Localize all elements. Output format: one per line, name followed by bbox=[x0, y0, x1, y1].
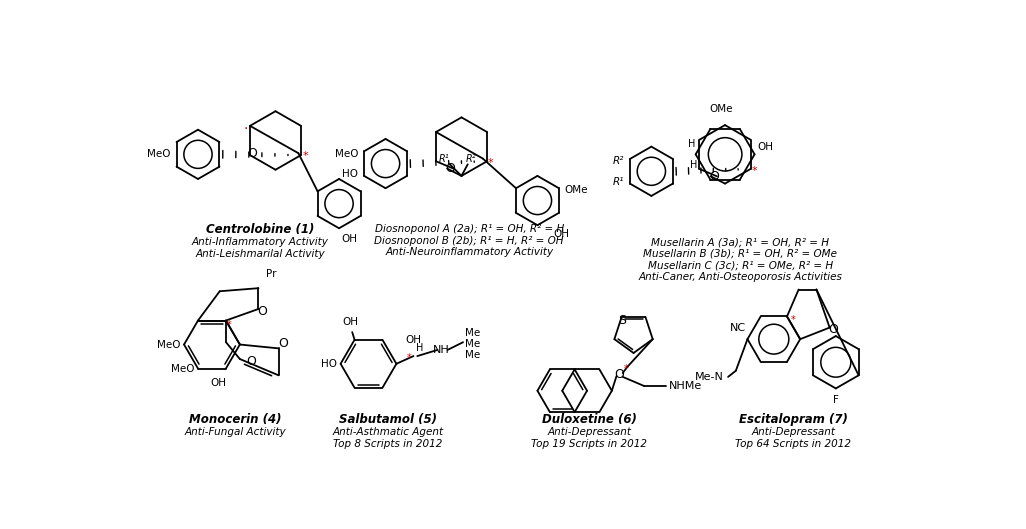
Text: OH: OH bbox=[553, 229, 569, 239]
Text: OH: OH bbox=[342, 234, 357, 244]
Text: *: * bbox=[488, 158, 494, 168]
Text: Me: Me bbox=[466, 328, 480, 338]
Text: Top 64 Scripts in 2012: Top 64 Scripts in 2012 bbox=[736, 439, 852, 449]
Text: H: H bbox=[689, 160, 697, 170]
Text: MeO: MeO bbox=[157, 340, 181, 350]
Text: MeO: MeO bbox=[171, 363, 195, 373]
Text: R²: R² bbox=[613, 156, 624, 166]
Text: NH: NH bbox=[433, 345, 449, 355]
Text: Me-N: Me-N bbox=[696, 372, 724, 382]
Text: MeO: MeO bbox=[334, 149, 358, 159]
Text: Musellarin B (3b); R¹ = OH, R² = OMe: Musellarin B (3b); R¹ = OH, R² = OMe bbox=[643, 249, 837, 259]
Text: *: * bbox=[407, 353, 412, 362]
Text: Anti-Inflammatory Activity: Anti-Inflammatory Activity bbox=[192, 237, 328, 247]
Text: F: F bbox=[833, 395, 839, 405]
Text: Musellarin C (3c); R¹ = OMe, R² = H: Musellarin C (3c); R¹ = OMe, R² = H bbox=[648, 260, 833, 270]
Text: O: O bbox=[258, 305, 267, 318]
Text: Anti-Depressant: Anti-Depressant bbox=[548, 427, 631, 437]
Text: Duloxetine (6): Duloxetine (6) bbox=[542, 414, 637, 426]
Text: Top 8 Scripts in 2012: Top 8 Scripts in 2012 bbox=[333, 439, 442, 449]
Text: H: H bbox=[416, 343, 424, 353]
Text: O: O bbox=[246, 355, 255, 368]
Text: Anti-Neuroinflammatory Activity: Anti-Neuroinflammatory Activity bbox=[385, 247, 553, 257]
Text: OMe: OMe bbox=[710, 104, 733, 114]
Text: Monocerin (4): Monocerin (4) bbox=[189, 414, 281, 426]
Text: Centrolobine (1): Centrolobine (1) bbox=[206, 223, 314, 235]
Text: O: O bbox=[278, 338, 288, 350]
Text: O: O bbox=[709, 170, 719, 183]
Text: O: O bbox=[445, 162, 456, 175]
Text: O: O bbox=[247, 147, 258, 160]
Text: R¹: R¹ bbox=[439, 154, 449, 164]
Text: Anti-Leishmarilal Activity: Anti-Leishmarilal Activity bbox=[195, 249, 325, 259]
Text: Escitalopram (7): Escitalopram (7) bbox=[739, 414, 847, 426]
Text: O: O bbox=[615, 368, 625, 381]
Text: OH: OH bbox=[210, 378, 226, 388]
Text: *: * bbox=[227, 320, 232, 330]
Text: Anti-Fungal Activity: Anti-Fungal Activity bbox=[185, 427, 286, 437]
Text: Anti-Asthmatic Agent: Anti-Asthmatic Agent bbox=[332, 427, 443, 437]
Text: Anti-Depressant: Anti-Depressant bbox=[751, 427, 835, 437]
Text: NHMe: NHMe bbox=[668, 381, 702, 391]
Text: S: S bbox=[618, 314, 626, 327]
Text: Top 19 Scripts in 2012: Top 19 Scripts in 2012 bbox=[531, 439, 647, 449]
Text: MeO: MeO bbox=[147, 149, 170, 159]
Text: Anti-Caner, Anti-Osteoporosis Activities: Anti-Caner, Anti-Osteoporosis Activities bbox=[638, 272, 842, 282]
Text: Me: Me bbox=[466, 350, 480, 360]
Text: Diosnoponol B (2b); R¹ = H, R² = OH: Diosnoponol B (2b); R¹ = H, R² = OH bbox=[374, 235, 564, 245]
Text: Pr: Pr bbox=[266, 269, 277, 279]
Text: OH: OH bbox=[757, 142, 773, 152]
Text: *: * bbox=[752, 166, 757, 176]
Text: O: O bbox=[829, 323, 838, 336]
Text: OH: OH bbox=[405, 335, 422, 345]
Text: Me: Me bbox=[466, 339, 480, 349]
Text: *: * bbox=[624, 364, 628, 374]
Text: R¹: R¹ bbox=[613, 177, 624, 187]
Text: *: * bbox=[303, 151, 309, 161]
Text: *: * bbox=[791, 315, 795, 325]
Text: H: H bbox=[688, 139, 696, 149]
Text: Salbutamol (5): Salbutamol (5) bbox=[339, 414, 437, 426]
Text: NC: NC bbox=[729, 323, 746, 333]
Text: Diosnoponol A (2a); R¹ = OH, R² = H: Diosnoponol A (2a); R¹ = OH, R² = H bbox=[374, 224, 564, 234]
Text: OH: OH bbox=[342, 317, 358, 327]
Text: R²: R² bbox=[466, 154, 476, 164]
Text: OMe: OMe bbox=[564, 185, 588, 195]
Text: ·: · bbox=[244, 122, 248, 136]
Text: HO: HO bbox=[321, 359, 338, 369]
Text: Musellarin A (3a); R¹ = OH, R² = H: Musellarin A (3a); R¹ = OH, R² = H bbox=[652, 237, 829, 247]
Text: HO: HO bbox=[343, 169, 358, 179]
